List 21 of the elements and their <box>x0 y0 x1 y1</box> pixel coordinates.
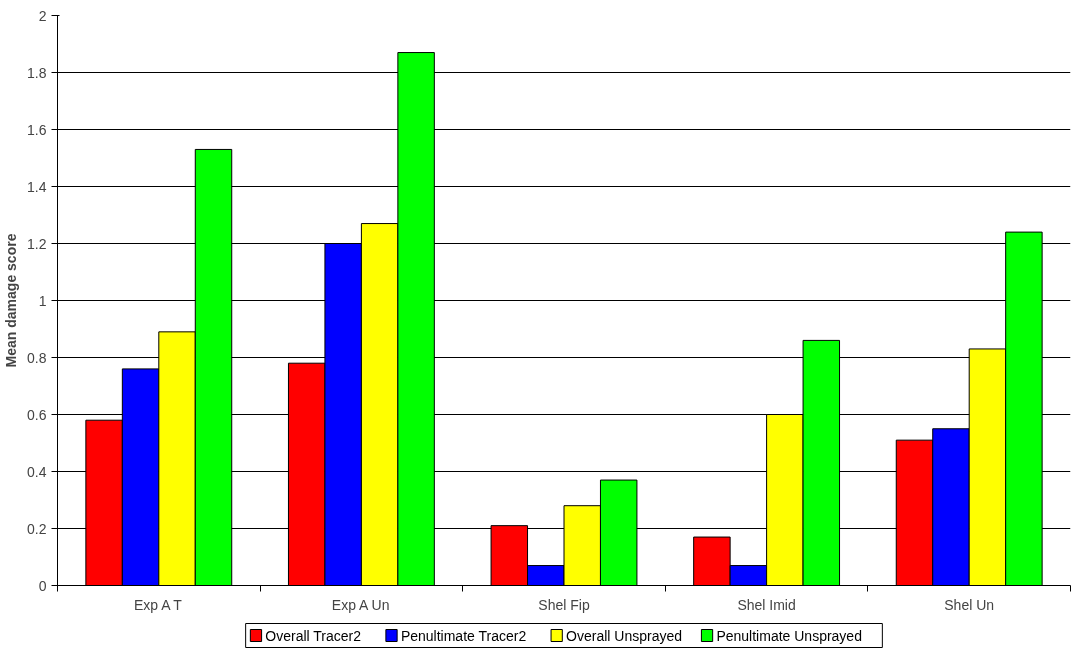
y-tick-label: 0 <box>38 577 47 594</box>
y-tick-label: 0.8 <box>27 349 47 366</box>
y-tick-label: 1.6 <box>27 121 47 138</box>
y-tick-label: 1 <box>38 292 47 309</box>
legend-label: Overall Unsprayed <box>566 627 682 644</box>
y-tick-label: 1.2 <box>27 235 47 252</box>
y-tick-label: 1.4 <box>27 178 47 195</box>
x-tick-label: Shel Un <box>944 596 995 613</box>
y-tick-label: 0.4 <box>27 463 47 480</box>
y-axis-title: Mean damage score <box>3 233 20 368</box>
x-tick-label: Shel Imid <box>737 596 796 613</box>
legend-label: Penultimate Unsprayed <box>716 627 862 644</box>
x-tick-label: Exp A Un <box>331 596 390 613</box>
y-tick-label: 1.8 <box>27 64 47 81</box>
y-tick-label: 0.2 <box>27 520 47 537</box>
x-tick-label: Shel Fip <box>538 596 590 613</box>
y-tick-label: 2 <box>38 7 47 24</box>
legend-label: Penultimate Tracer2 <box>400 627 527 644</box>
legend-label: Overall Tracer2 <box>265 627 362 644</box>
x-tick-label: Exp A T <box>133 596 183 613</box>
y-tick-label: 0.6 <box>27 406 47 423</box>
